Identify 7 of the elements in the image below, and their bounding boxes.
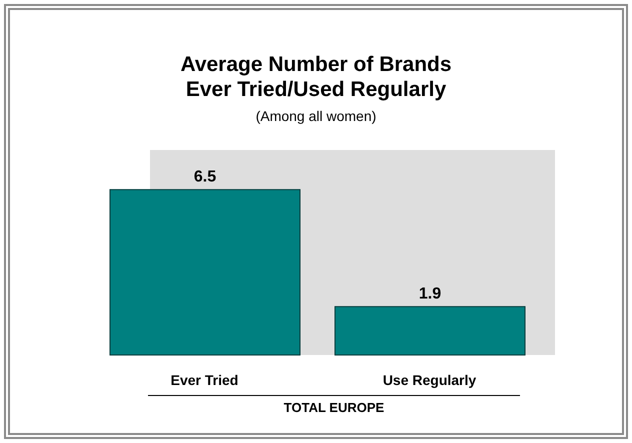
data-label: 6.5 [194, 168, 216, 186]
x-tick-label: Ever Tried [170, 372, 238, 388]
chart-subtitle: (Among all women) [254, 108, 378, 124]
x-axis-title: TOTAL EUROPE [148, 395, 520, 415]
data-label: 1.9 [418, 286, 442, 303]
chart-title: Average Number of Brands Ever Tried/Used Regularly [179, 52, 453, 102]
x-tick-label: Use Regularly [382, 372, 476, 388]
